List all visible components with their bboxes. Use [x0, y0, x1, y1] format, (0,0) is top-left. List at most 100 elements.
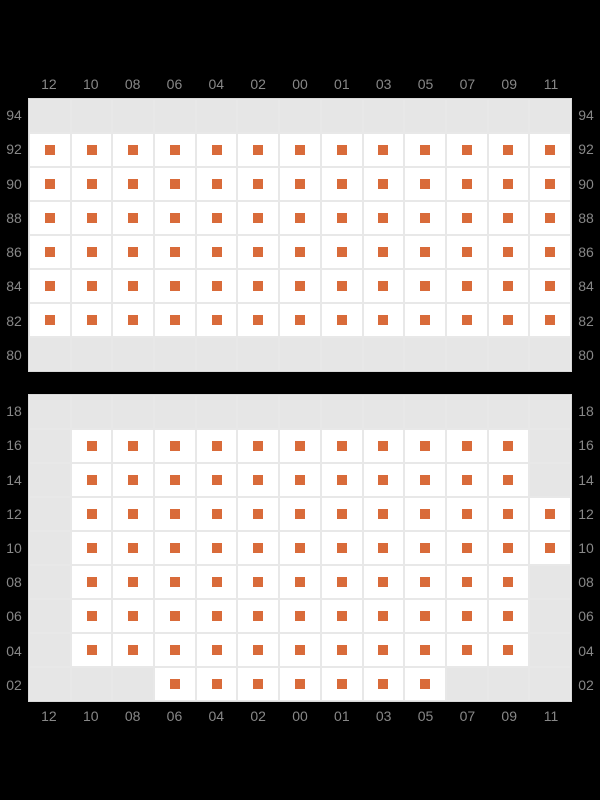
seat-cell[interactable] — [321, 303, 363, 337]
seat-cell[interactable] — [279, 497, 321, 531]
seat-cell[interactable] — [321, 633, 363, 667]
seat-cell[interactable] — [529, 133, 571, 167]
seat-cell[interactable] — [196, 497, 238, 531]
seat-cell[interactable] — [488, 303, 530, 337]
seat-cell[interactable] — [29, 201, 71, 235]
seat-cell[interactable] — [488, 235, 530, 269]
seat-cell[interactable] — [446, 235, 488, 269]
seat-cell[interactable] — [71, 167, 113, 201]
seat-cell[interactable] — [112, 497, 154, 531]
seat-cell[interactable] — [446, 633, 488, 667]
seat-cell[interactable] — [321, 269, 363, 303]
seat-cell[interactable] — [404, 667, 446, 701]
seat-cell[interactable] — [112, 531, 154, 565]
seat-cell[interactable] — [196, 201, 238, 235]
seat-cell[interactable] — [488, 599, 530, 633]
seat-cell[interactable] — [196, 599, 238, 633]
seat-cell[interactable] — [112, 201, 154, 235]
seat-cell[interactable] — [237, 565, 279, 599]
seat-cell[interactable] — [404, 269, 446, 303]
seat-cell[interactable] — [446, 269, 488, 303]
seat-cell[interactable] — [321, 497, 363, 531]
seat-cell[interactable] — [446, 167, 488, 201]
seat-cell[interactable] — [279, 235, 321, 269]
seat-cell[interactable] — [488, 531, 530, 565]
seat-cell[interactable] — [71, 599, 113, 633]
seat-cell[interactable] — [279, 269, 321, 303]
seat-cell[interactable] — [237, 531, 279, 565]
seat-cell[interactable] — [237, 167, 279, 201]
seat-cell[interactable] — [279, 429, 321, 463]
seat-cell[interactable] — [279, 303, 321, 337]
seat-cell[interactable] — [237, 429, 279, 463]
seat-cell[interactable] — [279, 201, 321, 235]
seat-cell[interactable] — [446, 429, 488, 463]
seat-cell[interactable] — [404, 497, 446, 531]
seat-cell[interactable] — [112, 167, 154, 201]
seat-cell[interactable] — [154, 463, 196, 497]
seat-cell[interactable] — [196, 235, 238, 269]
seat-cell[interactable] — [279, 667, 321, 701]
seat-cell[interactable] — [196, 667, 238, 701]
seat-cell[interactable] — [112, 463, 154, 497]
seat-cell[interactable] — [154, 633, 196, 667]
seat-cell[interactable] — [404, 167, 446, 201]
seat-cell[interactable] — [237, 235, 279, 269]
seat-cell[interactable] — [196, 429, 238, 463]
seat-cell[interactable] — [279, 463, 321, 497]
seat-cell[interactable] — [529, 303, 571, 337]
seat-cell[interactable] — [488, 463, 530, 497]
seat-cell[interactable] — [112, 429, 154, 463]
seat-cell[interactable] — [154, 269, 196, 303]
seat-cell[interactable] — [363, 303, 405, 337]
seat-cell[interactable] — [196, 565, 238, 599]
seat-cell[interactable] — [363, 429, 405, 463]
seat-cell[interactable] — [446, 303, 488, 337]
seat-cell[interactable] — [363, 633, 405, 667]
seat-cell[interactable] — [321, 201, 363, 235]
seat-cell[interactable] — [71, 269, 113, 303]
seat-cell[interactable] — [196, 463, 238, 497]
seat-cell[interactable] — [363, 531, 405, 565]
seat-cell[interactable] — [237, 599, 279, 633]
seat-cell[interactable] — [71, 235, 113, 269]
seat-cell[interactable] — [363, 463, 405, 497]
seat-cell[interactable] — [237, 463, 279, 497]
seat-cell[interactable] — [446, 497, 488, 531]
seat-cell[interactable] — [363, 133, 405, 167]
seat-cell[interactable] — [488, 269, 530, 303]
seat-cell[interactable] — [196, 633, 238, 667]
seat-cell[interactable] — [529, 497, 571, 531]
seat-cell[interactable] — [112, 133, 154, 167]
seat-cell[interactable] — [404, 235, 446, 269]
seat-cell[interactable] — [321, 429, 363, 463]
seat-cell[interactable] — [71, 303, 113, 337]
seat-cell[interactable] — [446, 463, 488, 497]
seat-cell[interactable] — [279, 633, 321, 667]
seat-cell[interactable] — [404, 303, 446, 337]
seat-cell[interactable] — [529, 201, 571, 235]
seat-cell[interactable] — [154, 565, 196, 599]
seat-cell[interactable] — [404, 633, 446, 667]
seat-cell[interactable] — [154, 201, 196, 235]
seat-cell[interactable] — [363, 235, 405, 269]
seat-cell[interactable] — [237, 497, 279, 531]
seat-cell[interactable] — [404, 599, 446, 633]
seat-cell[interactable] — [363, 667, 405, 701]
seat-cell[interactable] — [488, 167, 530, 201]
seat-cell[interactable] — [279, 133, 321, 167]
seat-cell[interactable] — [196, 167, 238, 201]
seat-cell[interactable] — [488, 497, 530, 531]
seat-cell[interactable] — [446, 201, 488, 235]
seat-cell[interactable] — [279, 565, 321, 599]
seat-cell[interactable] — [237, 269, 279, 303]
seat-cell[interactable] — [71, 531, 113, 565]
seat-cell[interactable] — [488, 201, 530, 235]
seat-cell[interactable] — [29, 269, 71, 303]
seat-cell[interactable] — [112, 633, 154, 667]
seat-cell[interactable] — [237, 633, 279, 667]
seat-cell[interactable] — [154, 599, 196, 633]
seat-cell[interactable] — [237, 303, 279, 337]
seat-cell[interactable] — [154, 667, 196, 701]
seat-cell[interactable] — [154, 497, 196, 531]
